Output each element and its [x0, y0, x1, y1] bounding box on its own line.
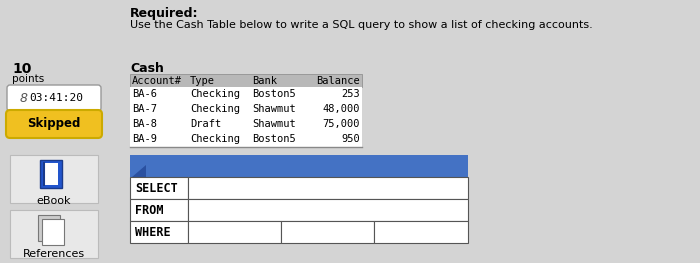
Text: BA-7: BA-7 — [132, 104, 157, 114]
Text: Shawmut: Shawmut — [252, 119, 295, 129]
Text: BA-9: BA-9 — [132, 134, 157, 144]
Polygon shape — [132, 165, 146, 177]
Bar — [130, 117, 362, 132]
Text: points: points — [12, 74, 44, 84]
Bar — [42, 219, 64, 245]
Bar — [130, 87, 362, 102]
Bar — [130, 199, 188, 221]
Text: Use the Cash Table below to write a SQL query to show a list of checking account: Use the Cash Table below to write a SQL … — [130, 20, 593, 30]
Text: Type: Type — [190, 75, 215, 85]
Bar — [188, 199, 468, 221]
Bar — [281, 221, 374, 243]
Text: SELECT: SELECT — [135, 181, 178, 195]
Text: Draft: Draft — [190, 119, 221, 129]
Bar — [188, 177, 468, 199]
Text: 03:41:20: 03:41:20 — [29, 93, 83, 103]
Text: 10: 10 — [12, 62, 32, 76]
Text: Required:: Required: — [130, 7, 199, 20]
Text: 8: 8 — [20, 92, 28, 104]
FancyBboxPatch shape — [7, 85, 101, 111]
Bar — [188, 221, 281, 243]
Text: Bank: Bank — [252, 75, 277, 85]
Text: Cash: Cash — [130, 62, 164, 75]
Text: 950: 950 — [342, 134, 360, 144]
Bar — [130, 74, 362, 87]
Text: Boston5: Boston5 — [252, 89, 295, 99]
Text: Balance: Balance — [316, 75, 360, 85]
Text: Checking: Checking — [190, 89, 240, 99]
Text: 48,000: 48,000 — [323, 104, 360, 114]
Bar — [130, 132, 362, 147]
Text: WHERE: WHERE — [135, 225, 171, 239]
Bar — [10, 210, 98, 258]
Text: FROM: FROM — [135, 204, 164, 216]
Text: Account#: Account# — [132, 75, 182, 85]
Bar — [40, 160, 62, 188]
Text: 253: 253 — [342, 89, 360, 99]
Bar — [10, 155, 98, 203]
Bar — [374, 221, 468, 243]
Text: References: References — [23, 249, 85, 259]
Text: Checking: Checking — [190, 134, 240, 144]
Bar — [38, 215, 60, 241]
Bar — [130, 221, 188, 243]
Bar — [130, 177, 188, 199]
Text: eBook: eBook — [36, 196, 71, 206]
Text: BA-6: BA-6 — [132, 89, 157, 99]
Bar — [130, 155, 468, 177]
Text: BA-8: BA-8 — [132, 119, 157, 129]
Bar — [130, 102, 362, 117]
Text: Boston5: Boston5 — [252, 134, 295, 144]
FancyBboxPatch shape — [6, 110, 102, 138]
Text: Shawmut: Shawmut — [252, 104, 295, 114]
Text: Skipped: Skipped — [27, 118, 81, 130]
Text: 75,000: 75,000 — [323, 119, 360, 129]
Bar — [44, 163, 58, 185]
Text: Checking: Checking — [190, 104, 240, 114]
